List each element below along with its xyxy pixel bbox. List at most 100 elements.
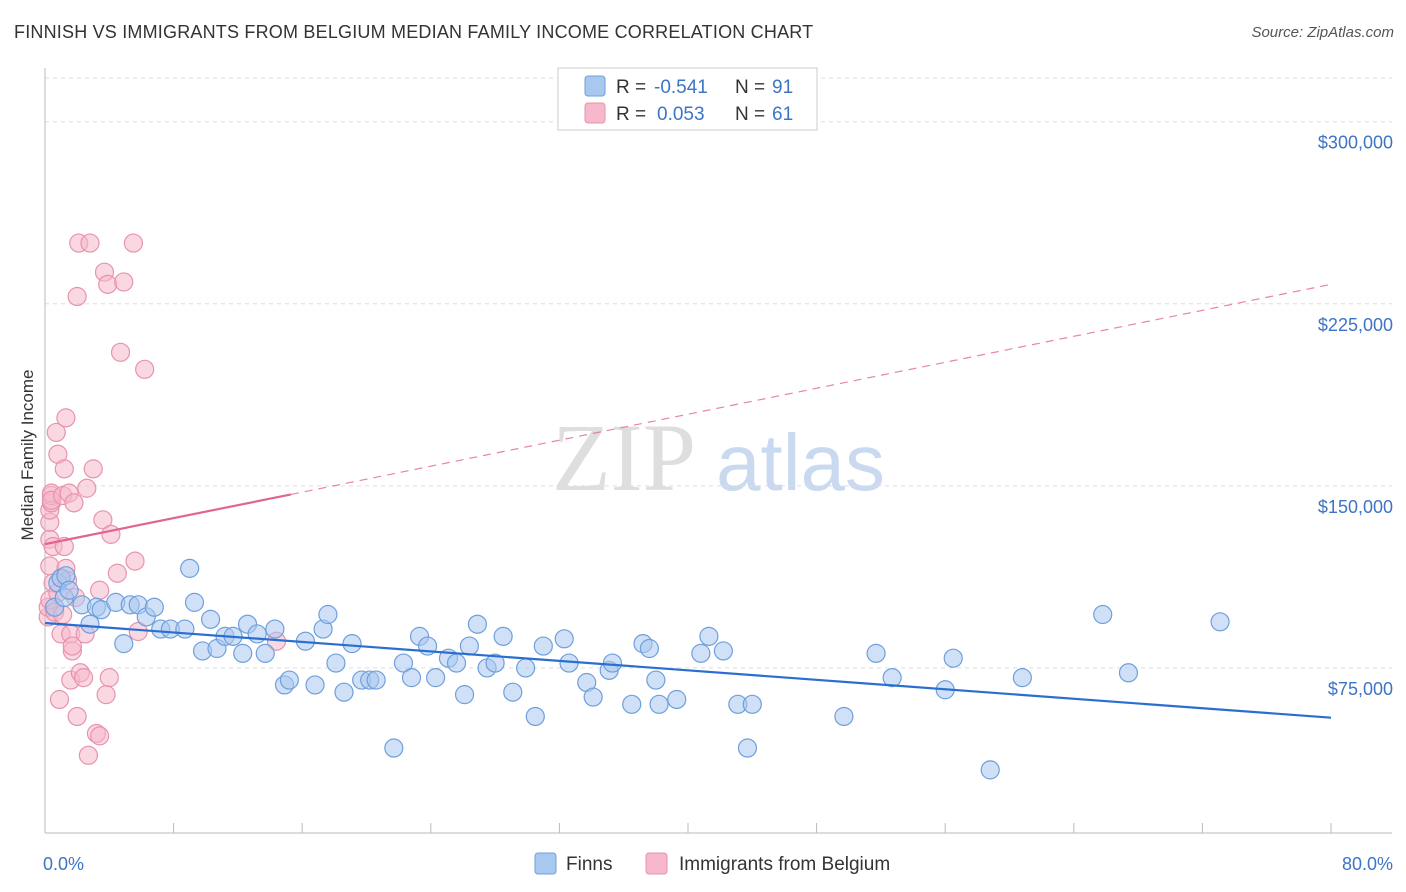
legend-belgium-r-value: 0.053 bbox=[657, 104, 705, 125]
legend-finns-r-label: R = bbox=[616, 77, 646, 98]
belgium-point-49 bbox=[101, 524, 121, 544]
finns-point-60 bbox=[533, 636, 553, 656]
finns-point-29 bbox=[255, 643, 275, 663]
belgium-point-44 bbox=[93, 510, 113, 530]
finns-point-73 bbox=[691, 643, 711, 663]
finns-point-74 bbox=[699, 626, 719, 646]
finns-point-85 bbox=[1012, 668, 1032, 688]
finns-point-20 bbox=[184, 592, 205, 612]
belgium-point-48 bbox=[99, 668, 119, 688]
finns-point-51 bbox=[454, 685, 475, 705]
finns-point-77 bbox=[737, 738, 758, 758]
finns-point-83 bbox=[943, 648, 963, 668]
belgium-point-51 bbox=[110, 342, 131, 362]
belgium-point-54 bbox=[125, 551, 145, 571]
finns-point-48 bbox=[426, 668, 446, 688]
finns-point-78 bbox=[742, 694, 762, 714]
finns-point-58 bbox=[516, 658, 536, 678]
y-tick-labels: $75,000 $150,000 $225,000 $300,000 bbox=[1318, 133, 1393, 699]
finns-point-26 bbox=[233, 643, 253, 663]
finns-point-53 bbox=[467, 614, 488, 634]
finns-point-86 bbox=[1093, 604, 1113, 625]
finns-point-43 bbox=[384, 738, 404, 758]
belgium-point-52 bbox=[114, 272, 134, 292]
finns-point-64 bbox=[583, 687, 603, 707]
belgium-point-29 bbox=[64, 493, 84, 513]
bottom-legend-belgium-swatch bbox=[645, 852, 668, 875]
finns-point-87 bbox=[1118, 663, 1139, 683]
belgium-point-22 bbox=[56, 408, 76, 428]
finns-point-45 bbox=[401, 668, 422, 688]
finns-point-30 bbox=[265, 619, 285, 639]
bottom-legend: Finns Immigrants from Belgium bbox=[534, 852, 890, 875]
finns-point-59 bbox=[525, 706, 545, 727]
finns-point-38 bbox=[334, 682, 354, 702]
belgium-point-38 bbox=[78, 745, 99, 765]
x-tick-label-min: 0.0% bbox=[43, 854, 84, 874]
belgium-point-35 bbox=[73, 668, 94, 688]
finns-points bbox=[45, 558, 1230, 780]
legend-finns-n-value: 91 bbox=[772, 77, 793, 98]
finns-point-15 bbox=[144, 597, 164, 617]
y-tick-label-2: $225,000 bbox=[1318, 315, 1393, 335]
belgium-trend-line-solid bbox=[44, 493, 292, 546]
finns-point-39 bbox=[342, 634, 362, 654]
x-tick-label-max: 80.0% bbox=[1342, 854, 1393, 874]
finns-point-11 bbox=[114, 634, 134, 654]
belgium-point-19 bbox=[54, 459, 74, 479]
belgium-point-56 bbox=[135, 359, 155, 379]
belgium-point-37 bbox=[77, 478, 97, 498]
belgium-point-32 bbox=[67, 706, 87, 727]
finns-point-19 bbox=[180, 558, 200, 578]
finns-point-50 bbox=[446, 653, 467, 673]
finns-point-18 bbox=[175, 619, 195, 639]
legend-box: R = -0.541 N = 91 R = 0.053 N = 61 bbox=[557, 67, 818, 131]
finns-point-75 bbox=[713, 641, 733, 661]
trend-lines bbox=[44, 283, 1332, 719]
finns-point-72 bbox=[667, 689, 687, 710]
bottom-legend-finns-swatch bbox=[534, 852, 557, 875]
legend-belgium-n-label: N = bbox=[735, 104, 765, 125]
finns-point-84 bbox=[980, 760, 1000, 780]
finns-point-80 bbox=[866, 643, 886, 663]
y-tick-label-3: $300,000 bbox=[1318, 133, 1393, 153]
finns-point-69 bbox=[639, 638, 660, 659]
watermark-atlas: atlas bbox=[716, 418, 885, 507]
finns-point-22 bbox=[200, 609, 221, 629]
finns-point-34 bbox=[305, 675, 325, 695]
finns-point-37 bbox=[326, 653, 346, 673]
finns-point-52 bbox=[459, 636, 479, 656]
belgium-point-40 bbox=[83, 459, 103, 479]
belgium-point-53 bbox=[123, 233, 144, 253]
legend-belgium-r-label: R = bbox=[616, 104, 646, 125]
finns-point-81 bbox=[882, 668, 902, 688]
belgium-point-28 bbox=[62, 636, 82, 656]
finns-point-7 bbox=[80, 614, 100, 634]
finns-point-36 bbox=[318, 604, 338, 625]
finns-point-67 bbox=[622, 694, 642, 714]
belgium-points bbox=[38, 233, 287, 765]
legend-finns-r-value: -0.541 bbox=[654, 77, 708, 98]
finns-point-71 bbox=[649, 694, 669, 714]
finns-point-56 bbox=[493, 626, 513, 646]
y-tick-label-1: $150,000 bbox=[1318, 497, 1393, 517]
finns-point-5 bbox=[59, 580, 79, 600]
gridlines bbox=[45, 77, 1392, 669]
finns-point-66 bbox=[602, 653, 623, 673]
belgium-point-46 bbox=[96, 685, 116, 705]
x-tick-labels: 0.0% 80.0% bbox=[43, 854, 1393, 874]
legend-belgium-n-value: 61 bbox=[772, 104, 793, 125]
finns-trend-line bbox=[44, 621, 1332, 719]
bottom-legend-belgium-label: Immigrants from Belgium bbox=[679, 854, 890, 875]
belgium-point-13 bbox=[46, 422, 66, 443]
belgium-trend-line-dashed bbox=[290, 283, 1332, 496]
belgium-point-31 bbox=[67, 286, 87, 307]
bottom-legend-finns-label: Finns bbox=[566, 854, 612, 875]
finns-point-70 bbox=[646, 670, 666, 690]
finns-point-61 bbox=[554, 629, 574, 649]
legend-finns-swatch bbox=[584, 75, 606, 97]
belgium-point-43 bbox=[90, 580, 110, 600]
legend-finns-n-label: N = bbox=[735, 77, 765, 98]
finns-point-88 bbox=[1210, 612, 1230, 632]
